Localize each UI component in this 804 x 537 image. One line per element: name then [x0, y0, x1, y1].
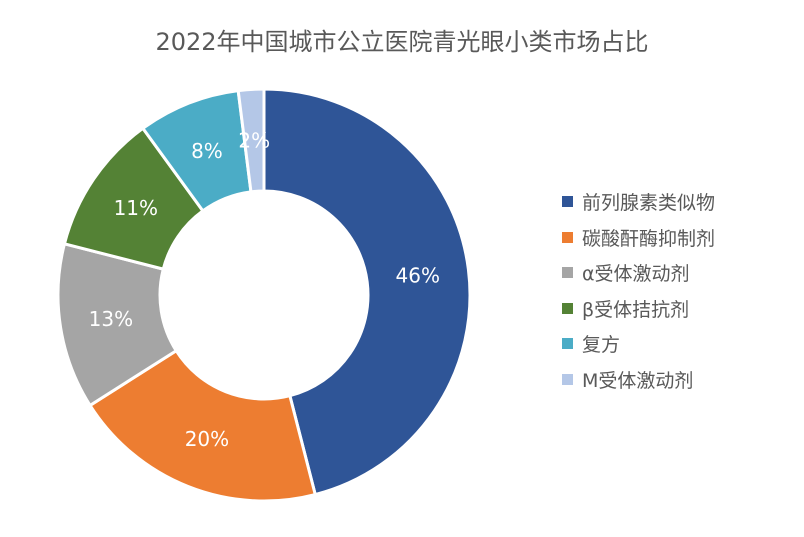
legend-label: 前列腺素类似物: [582, 192, 716, 215]
legend-swatch: [562, 231, 573, 243]
slice-1: [87, 348, 318, 503]
data-label: 13%: [89, 307, 133, 331]
legend-swatch: [562, 373, 573, 385]
legend-swatch: [562, 338, 573, 350]
legend-label: 复方: [582, 334, 621, 357]
chart-title: 2022年中国城市公立医院青光眼小类市场占比: [155, 28, 649, 56]
legend-item: 复方: [562, 326, 715, 362]
slice-2: [56, 241, 179, 408]
legend-swatch: [562, 196, 573, 208]
legend-item: α受体激动剂: [562, 255, 715, 291]
data-label: 46%: [396, 264, 440, 288]
legend-swatch: [562, 302, 573, 314]
legend-item: M受体激动剂: [562, 362, 715, 398]
legend-label: β受体拮抗剂: [582, 298, 690, 321]
legend-label: α受体激动剂: [582, 263, 690, 286]
data-label: 11%: [114, 196, 158, 220]
legend-item: 前列腺素类似物: [562, 184, 715, 220]
slice-0: [262, 87, 472, 497]
slice-5: [236, 87, 266, 194]
legend-item: β受体拮抗剂: [562, 291, 715, 327]
legend: 前列腺素类似物 碳酸酐酶抑制剂 α受体激动剂 β受体拮抗剂 复方 M受体激动剂: [562, 184, 715, 397]
data-label: 8%: [191, 139, 223, 163]
legend-label: 碳酸酐酶抑制剂: [582, 227, 716, 250]
legend-label: M受体激动剂: [582, 369, 694, 392]
legend-item: 碳酸酐酶抑制剂: [562, 220, 715, 256]
data-label: 20%: [185, 427, 229, 451]
data-label: 2%: [238, 128, 270, 152]
legend-swatch: [562, 267, 573, 279]
